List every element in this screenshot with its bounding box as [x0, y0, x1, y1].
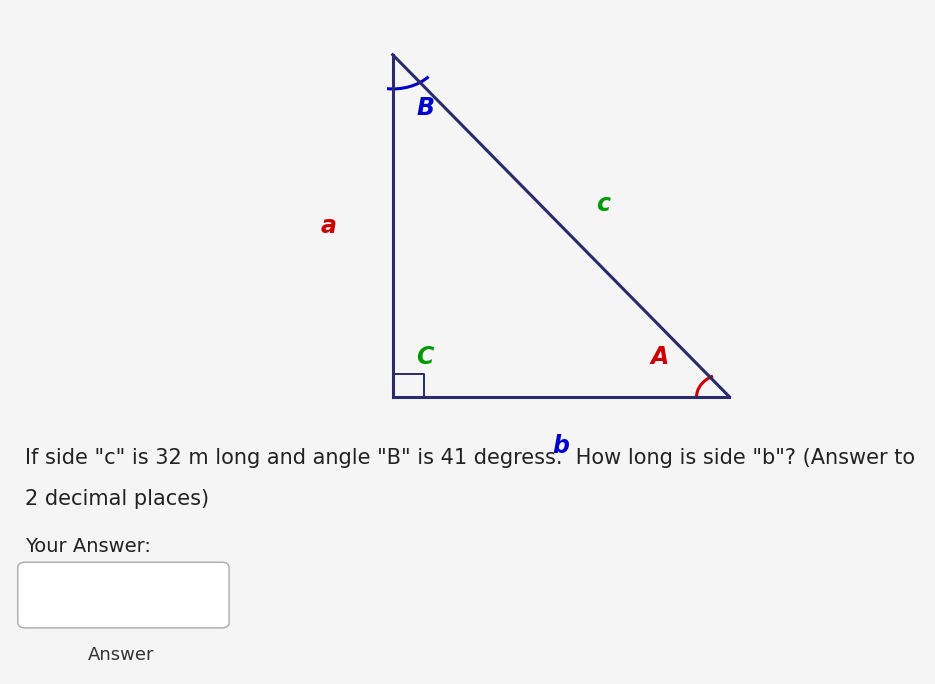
Text: c: c — [596, 192, 610, 215]
Text: Your Answer:: Your Answer: — [25, 537, 151, 556]
Text: 2 decimal places): 2 decimal places) — [25, 489, 209, 509]
Text: b: b — [553, 434, 569, 458]
Text: C: C — [416, 345, 434, 369]
Text: A: A — [650, 345, 669, 369]
Text: B: B — [416, 96, 434, 120]
Text: Answer: Answer — [88, 646, 155, 664]
Text: If side "c" is 32 m long and angle "B" is 41 degress.  How long is side "b"? (An: If side "c" is 32 m long and angle "B" i… — [25, 448, 915, 468]
FancyBboxPatch shape — [18, 562, 229, 628]
Text: a: a — [321, 213, 337, 238]
